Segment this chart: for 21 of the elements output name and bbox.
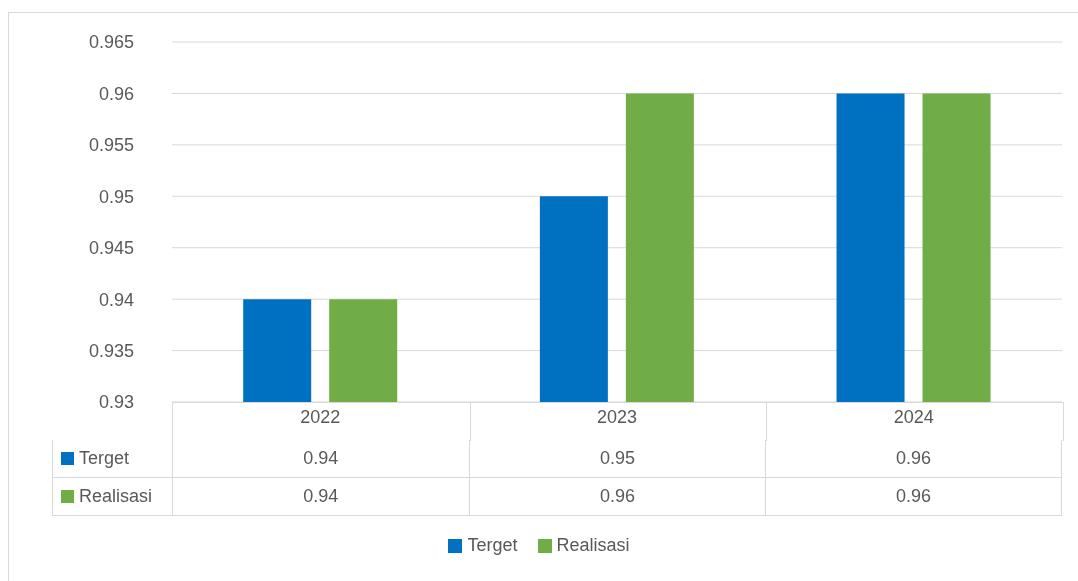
data-label: 0.96 — [764, 440, 1062, 477]
y-tick-label: 0.95 — [98, 186, 134, 207]
data-label: 0.94 — [302, 485, 340, 508]
x-tick-label: 2024 — [893, 406, 934, 427]
y-tick-label: 0.955 — [88, 135, 134, 156]
y-tick-label: 0.965 — [88, 32, 134, 53]
data-label: 0.95 — [468, 440, 765, 477]
y-tick-label: 0.96 — [98, 83, 134, 104]
y-tick-label: 0.935 — [88, 340, 134, 361]
x-tick-label: 2022 — [300, 406, 341, 427]
text: Realisasi — [79, 486, 153, 506]
text: Terget — [467, 535, 518, 555]
data-label: 0.96 — [468, 478, 765, 515]
legend-label: Realisasi — [556, 535, 630, 556]
y-tick-label: 0.93 — [98, 392, 134, 413]
legend-label: Terget — [79, 448, 130, 469]
y-tick-label: 0.945 — [88, 238, 134, 259]
data-label: 0.96 — [764, 478, 1062, 515]
x-tick-label: 2023 — [596, 406, 638, 427]
y-tick-label: 0.94 — [98, 289, 134, 310]
data-label: 0.94 — [302, 447, 340, 470]
